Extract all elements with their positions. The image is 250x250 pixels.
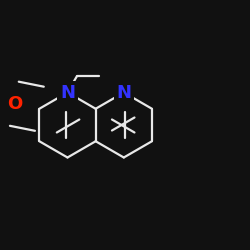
Text: N: N bbox=[116, 84, 131, 102]
Text: O: O bbox=[7, 95, 22, 113]
Text: N: N bbox=[60, 84, 75, 102]
